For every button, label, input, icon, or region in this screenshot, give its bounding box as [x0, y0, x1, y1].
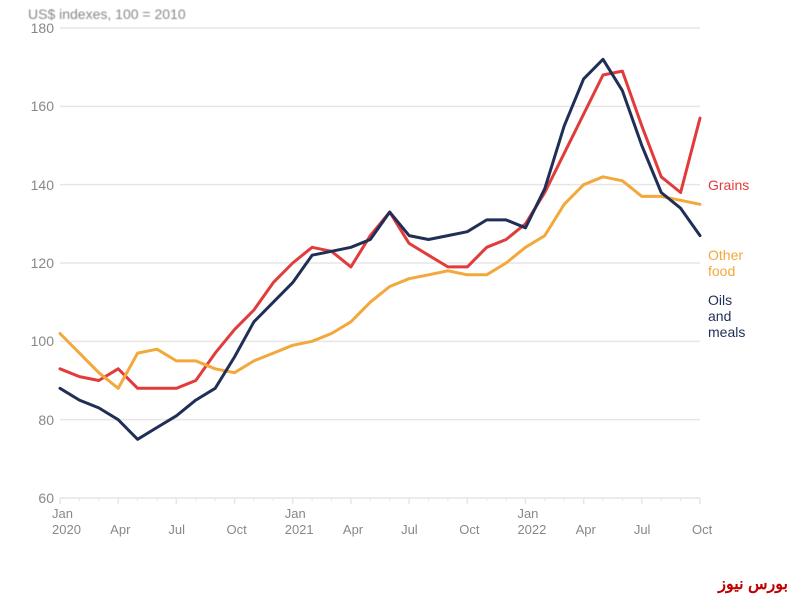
y-axis-tick: 120 [26, 255, 54, 271]
x-axis-tick: Jul [168, 522, 185, 538]
y-axis-tick: 100 [26, 333, 54, 349]
series-label-grains: Grains [708, 177, 749, 193]
x-axis-tick: Apr [343, 522, 363, 538]
x-axis-tick: Jan2020 [52, 506, 81, 539]
x-axis-tick: Jan2021 [285, 506, 314, 539]
plot-area: 6080100120140160180 Jan2020AprJulOctJan2… [60, 28, 700, 498]
y-axis-tick: 60 [26, 490, 54, 506]
x-axis-tick: Jul [401, 522, 418, 538]
series-label-oils_meals: Oilsandmeals [708, 292, 745, 340]
x-axis-tick: Apr [576, 522, 596, 538]
y-axis-tick: 140 [26, 177, 54, 193]
x-axis-tick: Oct [692, 522, 712, 538]
chart-container: US$ indexes, 100 = 2010 6080100120140160… [0, 0, 800, 560]
y-axis-tick: 80 [26, 412, 54, 428]
x-axis-tick: Jul [634, 522, 651, 538]
series-label-other_food: Otherfood [708, 247, 743, 279]
x-axis-tick: Oct [227, 522, 247, 538]
footer-source: بورس نیوز [718, 574, 788, 594]
plot-svg [60, 28, 700, 498]
x-axis-tick: Oct [459, 522, 479, 538]
y-axis-tick: 160 [26, 98, 54, 114]
x-axis-tick: Jan2022 [517, 506, 546, 539]
y-axis-tick: 180 [26, 20, 54, 36]
series-line-oils_meals [60, 59, 700, 439]
x-axis-tick: Apr [110, 522, 130, 538]
series-line-other_food [60, 177, 700, 388]
